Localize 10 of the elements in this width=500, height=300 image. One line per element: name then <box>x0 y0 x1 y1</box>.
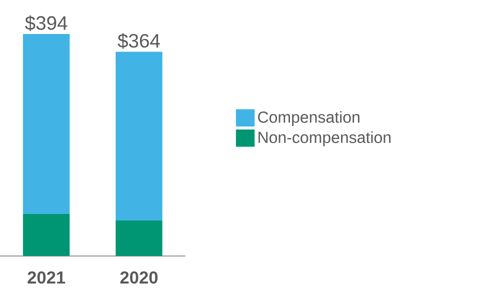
x-tick-label: 2020 <box>120 271 158 284</box>
x-tick-label: 2021 <box>28 271 66 284</box>
legend-label: Compensation <box>258 111 360 126</box>
bar <box>116 52 162 220</box>
bar <box>116 220 162 256</box>
bar <box>22 214 70 256</box>
annotation: $394 <box>25 15 68 32</box>
legend-label: Non-compensation <box>258 131 391 146</box>
annotation: $364 <box>118 33 160 49</box>
bar <box>22 34 70 214</box>
